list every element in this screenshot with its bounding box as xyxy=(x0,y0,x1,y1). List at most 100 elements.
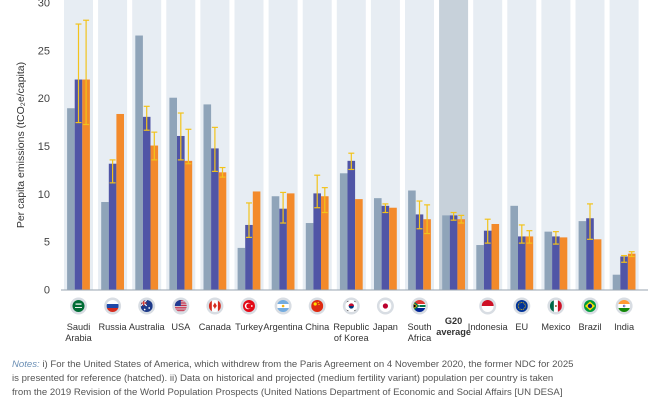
bar-series-1 xyxy=(135,35,143,290)
emissions-chart: 0 5 10 15 20 25 30 Saudi Arabia Russia Australia U… xyxy=(15,0,648,343)
bar-series-3 xyxy=(286,193,295,290)
bar-series-3 xyxy=(116,113,124,291)
turkey-flag-icon xyxy=(240,297,258,315)
bar-series-1 xyxy=(67,108,75,290)
notes-text-1: i) For the United States of America, whi… xyxy=(39,359,574,370)
mexico-flag-icon xyxy=(547,297,565,315)
bar-series-1 xyxy=(101,201,109,290)
bar-series-2 xyxy=(552,236,560,290)
bar-series-2 xyxy=(381,205,390,290)
bar-series-3 xyxy=(457,219,465,290)
india-flag-icon xyxy=(615,297,633,315)
bar-series-1 xyxy=(237,247,246,290)
bar-series-2 xyxy=(518,236,526,290)
category-label: Republic of Korea xyxy=(333,322,369,343)
bar-series-1 xyxy=(203,104,212,290)
category-label: Saudi Arabia xyxy=(65,322,92,343)
category-label: G20 average xyxy=(436,316,471,337)
y-axis-label: Per capita emissions (tCO₂e/capita) xyxy=(15,62,27,228)
category-label: Russia xyxy=(99,322,128,332)
bar-series-3 xyxy=(559,237,568,290)
y-tick-label: 15 xyxy=(38,141,50,153)
bar-series-3 xyxy=(184,160,193,290)
bar-series-2 xyxy=(449,215,458,290)
y-tick-label: 0 xyxy=(44,285,50,297)
y-tick-label: 30 xyxy=(38,0,50,10)
bar-series-1 xyxy=(510,205,518,290)
bar-series-2 xyxy=(586,218,594,290)
russia-flag-icon xyxy=(104,297,122,315)
bar-series-1 xyxy=(169,97,177,291)
category-label: Brazil xyxy=(579,322,602,332)
bar-series-2 xyxy=(347,160,356,290)
bar-series-1 xyxy=(544,231,553,290)
argentina-flag-icon xyxy=(274,297,292,315)
bar-series-3 xyxy=(150,145,159,290)
brazil-flag-icon xyxy=(581,297,599,315)
notes-line-1: Notes: i) For the United States of Ameri… xyxy=(12,358,648,372)
bar-series-1 xyxy=(374,198,382,290)
category-label: Indonesia xyxy=(468,322,509,332)
bar-series-3 xyxy=(321,196,329,290)
bar-series-3 xyxy=(423,219,431,290)
canada-flag-icon xyxy=(206,297,224,315)
bar-series-2 xyxy=(142,116,151,291)
bar-series-2 xyxy=(279,208,287,290)
bar-series-3 xyxy=(525,236,534,290)
error-bars-layer xyxy=(75,19,635,263)
usa-flag-icon xyxy=(172,297,190,315)
japan-flag-icon xyxy=(376,297,394,315)
china-flag-icon xyxy=(308,297,326,315)
notes-line-2: is presented for reference (hatched). ii… xyxy=(12,373,554,384)
bar-series-3 xyxy=(252,191,261,290)
category-label: India xyxy=(614,322,635,332)
bars-layer xyxy=(67,35,636,291)
korea-flag-icon xyxy=(342,297,360,315)
bar-series-3 xyxy=(218,172,227,290)
category-label: Japan xyxy=(373,322,398,332)
bar-series-1 xyxy=(271,196,280,290)
y-tick-label: 5 xyxy=(44,237,50,249)
bar-series-1 xyxy=(408,190,416,290)
bar-series-2 xyxy=(620,256,628,290)
y-tick-label: 20 xyxy=(38,93,50,105)
category-label: Mexico xyxy=(541,322,570,332)
bar-series-2 xyxy=(108,163,117,290)
indonesia-flag-icon xyxy=(479,297,497,315)
bar-series-2 xyxy=(415,214,424,290)
category-labels: Saudi Arabia Russia Australia USA Canada Turke… xyxy=(65,316,635,343)
y-tick-label: 25 xyxy=(38,45,50,57)
bar-series-3 xyxy=(593,239,602,290)
bar-series-1 xyxy=(476,245,484,290)
bar-series-2 xyxy=(211,148,219,290)
category-label: South Africa xyxy=(407,322,432,343)
bar-series-3 xyxy=(82,79,90,291)
category-label: Australia xyxy=(129,322,166,332)
bar-series-2 xyxy=(483,230,492,290)
flags-layer xyxy=(70,297,633,315)
category-band xyxy=(609,0,639,290)
bar-series-1 xyxy=(442,215,450,290)
bar-series-1 xyxy=(339,173,348,290)
category-label: Argentina xyxy=(263,322,303,332)
y-tick-label: 10 xyxy=(38,189,50,201)
category-label: China xyxy=(305,322,330,332)
bar-series-2 xyxy=(245,224,253,290)
saudi-arabia-flag-icon xyxy=(70,297,87,315)
bar-series-2 xyxy=(313,193,321,290)
bar-series-1 xyxy=(612,274,621,290)
notes-label: Notes: xyxy=(12,359,40,370)
bar-series-3 xyxy=(355,199,363,290)
bar-series-3 xyxy=(491,223,500,290)
category-label: USA xyxy=(171,322,191,332)
bar-series-3 xyxy=(627,253,636,290)
notes: Notes: i) For the United States of Ameri… xyxy=(12,358,648,400)
notes-line-3: from the 2019 Revision of the World Popu… xyxy=(12,387,563,398)
bar-series-2 xyxy=(177,135,185,290)
bar-series-1 xyxy=(578,221,587,290)
south-africa-flag-icon xyxy=(411,297,428,315)
australia-flag-icon xyxy=(138,297,156,315)
eu-flag-icon xyxy=(513,297,531,315)
category-label: EU xyxy=(515,322,528,332)
y-axis: 0 5 10 15 20 25 30 xyxy=(38,0,648,297)
